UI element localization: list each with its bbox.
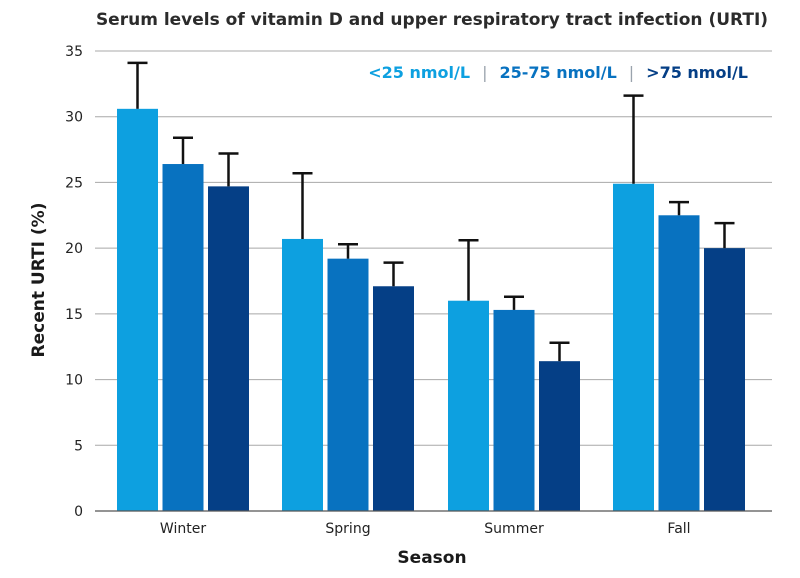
y-axis-label: Recent URTI (%) bbox=[29, 203, 49, 358]
error-bar bbox=[127, 61, 148, 109]
y-tick-label: 20 bbox=[65, 241, 83, 257]
error-bar bbox=[623, 94, 644, 184]
y-tick-label: 0 bbox=[74, 504, 83, 520]
y-tick-label: 10 bbox=[65, 373, 83, 389]
error-bar bbox=[338, 242, 358, 259]
bar bbox=[162, 164, 204, 511]
bars bbox=[117, 108, 745, 512]
x-axis-label: Season bbox=[397, 548, 466, 568]
bar bbox=[282, 238, 323, 511]
x-tick-label: Winter bbox=[160, 521, 206, 537]
y-tick-label: 30 bbox=[65, 110, 83, 126]
bar bbox=[658, 215, 700, 512]
x-tick-label: Summer bbox=[484, 521, 544, 537]
bar bbox=[493, 309, 535, 511]
x-tick-label: Fall bbox=[667, 521, 690, 537]
legend-separator: | bbox=[482, 63, 487, 82]
x-tick-labels: Winter Spring Summer Fall bbox=[160, 521, 691, 537]
x-tick-label: Spring bbox=[325, 521, 370, 537]
bar bbox=[704, 248, 745, 511]
error-bar bbox=[292, 171, 313, 239]
error-bars bbox=[127, 61, 735, 362]
bar bbox=[117, 108, 158, 511]
y-tick-label: 25 bbox=[65, 175, 83, 191]
legend: <25 nmol/L | 25-75 nmol/L | >75 nmol/L bbox=[368, 63, 748, 82]
chart-title: Serum levels of vitamin D and upper resp… bbox=[96, 10, 768, 30]
legend-item-gt75: >75 nmol/L bbox=[646, 63, 748, 82]
legend-item-25-75: 25-75 nmol/L bbox=[499, 63, 616, 82]
y-tick-label: 35 bbox=[65, 44, 83, 60]
y-tick-labels: 0 5 10 15 20 25 30 35 bbox=[65, 44, 83, 520]
bar bbox=[208, 186, 249, 511]
bar bbox=[539, 361, 580, 511]
error-bar bbox=[714, 221, 735, 249]
legend-separator: | bbox=[629, 63, 634, 82]
error-bar bbox=[669, 200, 689, 216]
error-bar bbox=[383, 261, 404, 287]
bar bbox=[613, 183, 654, 511]
legend-item-lt25: <25 nmol/L bbox=[368, 63, 470, 82]
gridlines bbox=[95, 50, 772, 446]
error-bar bbox=[549, 341, 570, 362]
error-bar bbox=[218, 152, 239, 187]
y-tick-label: 5 bbox=[74, 438, 83, 454]
bar bbox=[448, 300, 489, 511]
error-bar bbox=[173, 136, 193, 165]
bar bbox=[373, 286, 414, 511]
y-tick-label: 15 bbox=[65, 307, 83, 323]
bar bbox=[327, 258, 369, 511]
error-bar bbox=[504, 295, 524, 310]
error-bar bbox=[458, 239, 479, 301]
